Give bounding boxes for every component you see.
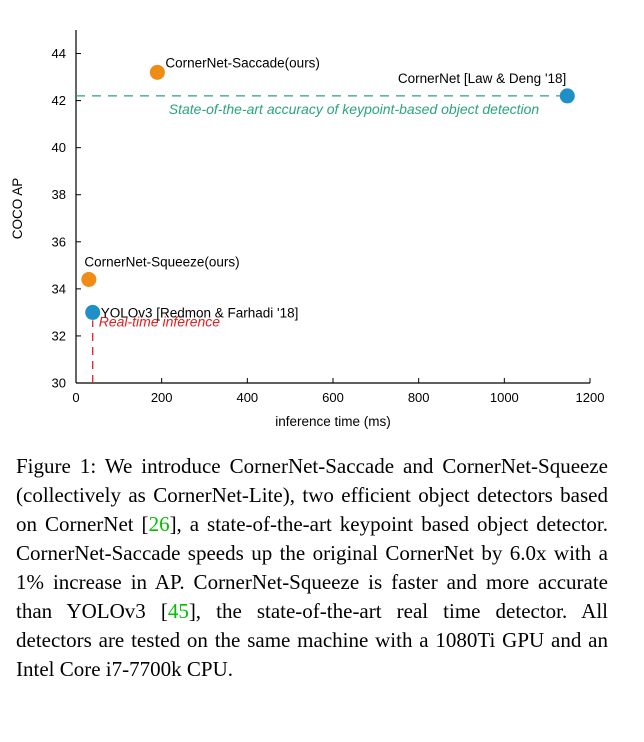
cornernet-saccade-point xyxy=(149,64,165,80)
x-axis-label: inference time (ms) xyxy=(275,414,391,429)
x-tick-label: 0 xyxy=(72,390,79,405)
y-tick-label: 40 xyxy=(52,140,66,155)
x-tick-label: 1000 xyxy=(490,390,519,405)
y-tick-label: 44 xyxy=(52,46,66,61)
data-points: CornerNet-Saccade(ours) CornerNet [Law & … xyxy=(81,55,575,320)
y-tick-label: 38 xyxy=(52,187,66,202)
citation-ref-26[interactable]: 26 xyxy=(148,512,170,536)
x-tick-label: 600 xyxy=(322,390,344,405)
y-tick-label: 34 xyxy=(52,281,66,296)
cornernet-saccade-label: CornerNet-Saccade(ours) xyxy=(165,55,320,70)
x-tick-label: 1200 xyxy=(576,390,605,405)
y-tick-label: 32 xyxy=(52,328,66,343)
realtime-reference-label: Real-time inference xyxy=(99,314,221,330)
caption-prefix: Figure 1: We introduce CornerNet-Saccade… xyxy=(16,454,608,536)
citation-ref-45[interactable]: 45 xyxy=(167,599,189,623)
x-tick-label: 200 xyxy=(151,390,173,405)
x-tick-label: 400 xyxy=(236,390,258,405)
cornernet-label: CornerNet [Law & Deng '18] xyxy=(398,71,566,86)
axes: 0 200 400 600 800 1000 1200 30 32 34 36 38 40 42 44 xyxy=(52,30,605,405)
cornernet-squeeze-label: CornerNet-Squeeze(ours) xyxy=(84,254,239,269)
cornernet-point xyxy=(559,88,575,104)
x-tick-label: 800 xyxy=(408,390,430,405)
caption-suffix: ], the state-of-the-art real time detect… xyxy=(16,599,608,681)
accuracy-reference-label: State-of-the-art accuracy of keypoint-ba… xyxy=(169,101,540,117)
reference-lines: State-of-the-art accuracy of keypoint-ba… xyxy=(76,95,562,383)
y-tick-label: 36 xyxy=(52,234,66,249)
y-axis-label: COCO AP xyxy=(10,178,25,240)
y-tick-label: 42 xyxy=(52,93,66,108)
yolov3-point xyxy=(85,304,101,320)
scatter-chart: 0 200 400 600 800 1000 1200 30 32 34 36 38 40 42 44 St… xyxy=(10,30,605,429)
y-tick-label: 30 xyxy=(52,376,66,391)
cornernet-squeeze-point xyxy=(81,271,97,287)
figure-caption: Figure 1: We introduce CornerNet-Saccade… xyxy=(16,452,608,684)
yolov3-label: YOLOv3 [Redmon & Farhadi '18] xyxy=(101,305,299,320)
caption-middle: ], a state-of-the-art keypoint based obj… xyxy=(16,512,608,623)
